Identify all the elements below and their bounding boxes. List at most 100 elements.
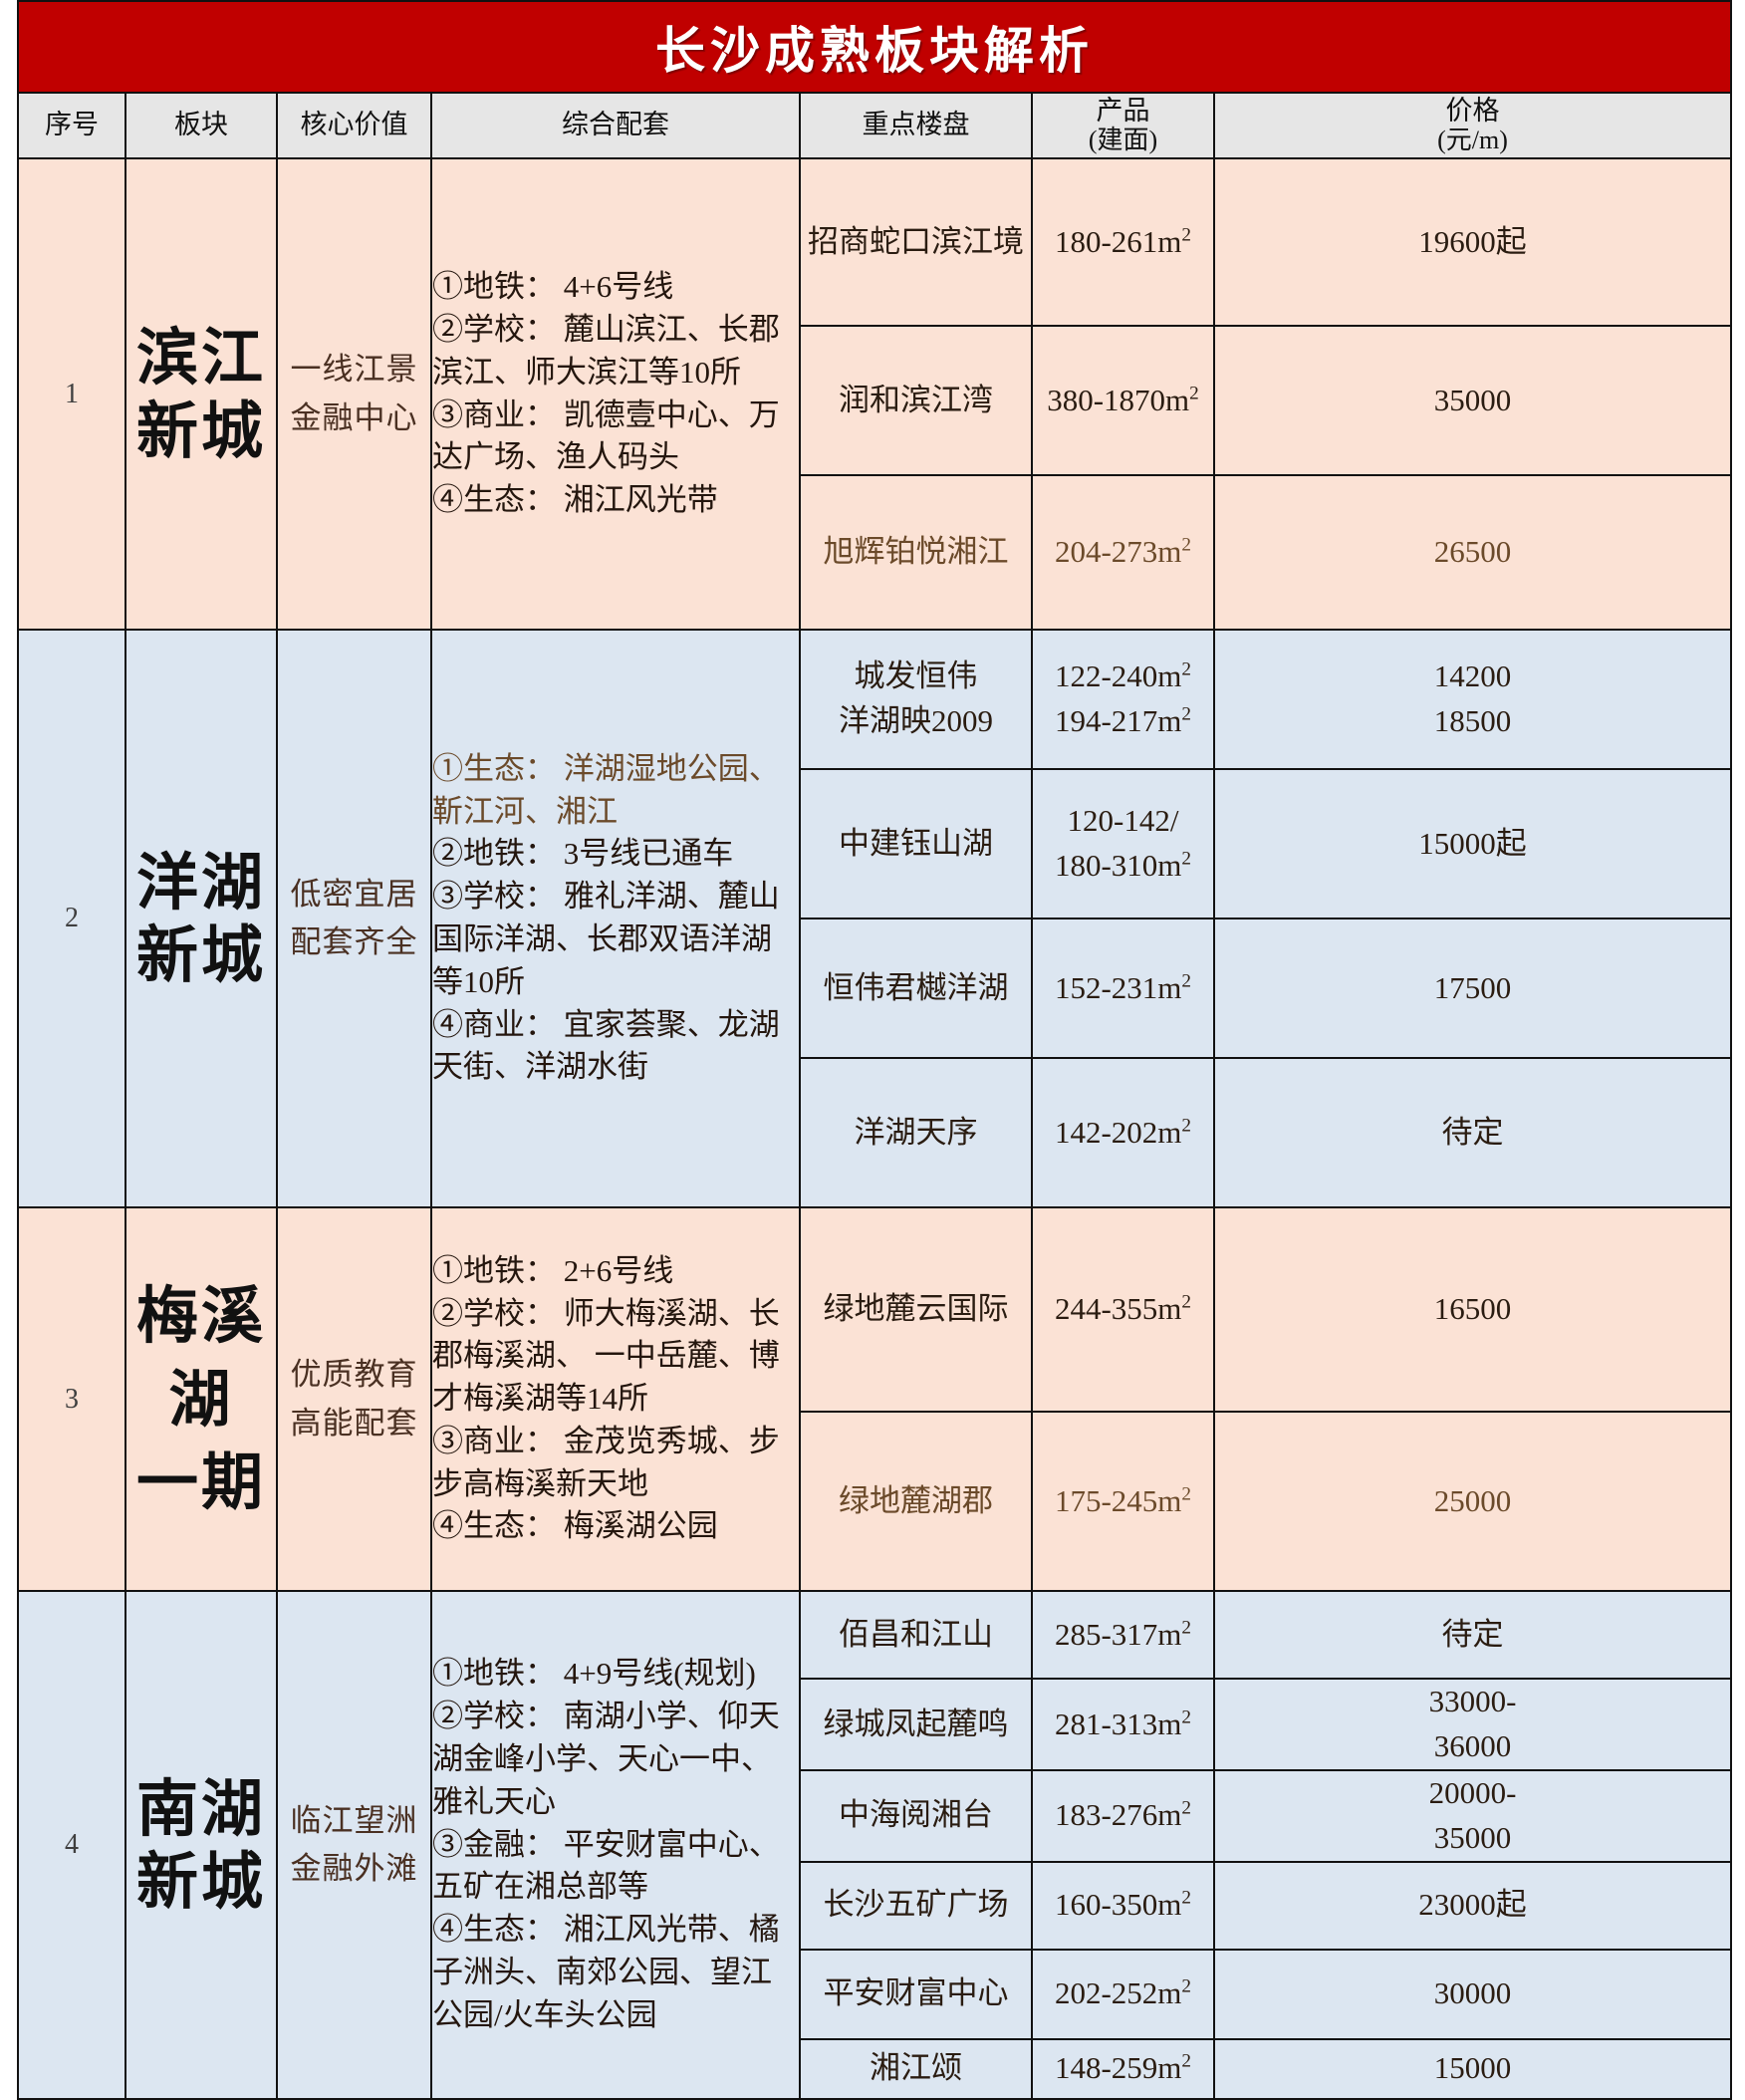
text-line: 194-217m2 xyxy=(1054,703,1192,738)
cell-project-name: 绿地麓云国际 xyxy=(799,1206,1033,1413)
text-line: 23000起 xyxy=(1418,1887,1527,1923)
text-line: 一期 xyxy=(135,1445,266,1519)
text-line: 新城 xyxy=(135,1844,266,1918)
text-line: 16500 xyxy=(1433,1291,1512,1327)
text-line: 中建钰山湖 xyxy=(839,825,993,861)
text-line: 绿地麓湖郡 xyxy=(839,1482,993,1518)
cell-price: 20000- 35000 xyxy=(1212,1769,1733,1863)
cell-core-value: 临江望洲 金融外滩 xyxy=(276,1590,432,2100)
col-header-price-main: 价格 xyxy=(1445,96,1500,127)
analysis-table: 长沙成熟板块解析 序号 板块 核心价值 综合配套 重点楼盘 产品 (建面) 价格… xyxy=(16,0,1733,2100)
cell-project-name: 平安财富中心 xyxy=(799,1948,1033,2040)
text-line: ②地铁： 3号线已通车 xyxy=(432,836,734,872)
text-line: ③商业： 金茂览秀城、步 xyxy=(432,1423,780,1458)
text-line: 15000 xyxy=(1433,2050,1512,2086)
cell-facilities: ①地铁： 2+6号线 ②学校： 师大梅溪湖、长 郡梅溪湖、 一中岳麓、博 才梅溪湖等1… xyxy=(430,1206,801,1592)
col-header-plate: 板块 xyxy=(125,92,278,159)
col-header-core-value: 核心价值 xyxy=(276,92,432,159)
text-line: 202-252m2 xyxy=(1054,1975,1192,2011)
text-line: 润和滨江湾 xyxy=(839,382,993,417)
text-line: 160-350m2 xyxy=(1054,1887,1192,1923)
text-line: 等10所 xyxy=(432,963,525,999)
text-line: 15000起 xyxy=(1418,825,1527,861)
cell-price: 17500 xyxy=(1212,918,1733,1059)
text-line: 长沙五矿广场 xyxy=(823,1887,1009,1923)
cell-project-name: 佰昌和江山 xyxy=(799,1590,1033,1680)
header-row: 序号 板块 核心价值 综合配套 重点楼盘 产品 (建面) 价格 (元/m) xyxy=(17,92,1733,159)
cell-product-area: 152-231m2 xyxy=(1031,918,1215,1059)
text-line: 恒伟君樾洋湖 xyxy=(823,969,1009,1005)
text-line: 新城 xyxy=(135,394,266,467)
cell-price: 待定 xyxy=(1212,1057,1733,1208)
cell-product-area: 285-317m2 xyxy=(1031,1590,1215,1680)
table-body: 长沙成熟板块解析 序号 板块 核心价值 综合配套 重点楼盘 产品 (建面) 价格… xyxy=(16,0,1733,2100)
text-line: 14200 xyxy=(1433,658,1512,694)
text-line: ④生态： 湘江风光带、橘 xyxy=(432,1912,780,1948)
cell-project-name: 招商蛇口滨江境 xyxy=(799,157,1033,327)
cell-index: 3 xyxy=(17,1206,126,1592)
text-line: 洋湖 xyxy=(135,845,266,919)
table-row: 旭辉铂悦湘江 204-273m2 26500 xyxy=(18,474,1733,631)
cell-facilities: ①地铁： 4+9号线(规划) ②学校： 南湖小学、仰天 湖金峰小学、天心一中、 雅礼天… xyxy=(430,1590,801,2100)
text-line: 380-1870m2 xyxy=(1047,382,1199,417)
text-line: 204-273m2 xyxy=(1054,534,1192,570)
text-line: 郡梅溪湖、 一中岳麓、博 xyxy=(432,1338,780,1374)
cell-price: 26500 xyxy=(1212,474,1733,631)
title-row: 长沙成熟板块解析 xyxy=(16,0,1733,94)
cell-project-name: 中建钰山湖 xyxy=(799,768,1033,919)
text-line: ①生态： 洋湖湿地公园、 xyxy=(432,750,780,786)
text-line: 281-313m2 xyxy=(1054,1706,1192,1741)
text-line: 30000 xyxy=(1433,1975,1512,2011)
text-line: ③商业： 凯德壹中心、万 xyxy=(432,396,780,432)
col-header-index: 序号 xyxy=(17,92,126,159)
text-line: 临江望洲 xyxy=(290,1802,418,1838)
cell-price: 15000 xyxy=(1212,2037,1733,2100)
cell-project-name: 旭辉铂悦湘江 xyxy=(799,474,1033,631)
text-line: 待定 xyxy=(1441,1114,1504,1150)
text-line: 洋湖映2009 xyxy=(839,703,993,738)
cell-product-area: 281-313m2 xyxy=(1031,1678,1215,1771)
text-line: 南湖 xyxy=(135,1771,266,1845)
cell-project-name: 洋湖天序 xyxy=(799,1057,1033,1208)
text-line: 26500 xyxy=(1433,534,1512,570)
table-row: 润和滨江湾 380-1870m2 35000 xyxy=(18,325,1733,476)
table-row: 3 梅溪湖一期 优质教育 高能配套 ①地铁： 2+6号线 ②学校： 师大梅溪湖、长 郡梅溪湖… xyxy=(17,1206,1733,1592)
cell-price: 33000- 36000 xyxy=(1212,1678,1733,1771)
text-line: 旭辉铂悦湘江 xyxy=(823,534,1009,570)
cell-plate-name: 南湖 新城 xyxy=(125,1590,278,2100)
cell-product-area: 122-240m2 194-217m2 xyxy=(1031,629,1215,770)
text-line: 子洲头、南郊公园、望江 xyxy=(432,1954,772,1989)
col-header-price: 价格 (元/m) xyxy=(1212,92,1733,159)
cell-product-area: 202-252m2 xyxy=(1031,1948,1215,2040)
text-line: 招商蛇口滨江境 xyxy=(808,223,1024,259)
text-line: ①地铁： 2+6号线 xyxy=(432,1252,674,1288)
text-line: 优质教育 xyxy=(290,1357,418,1393)
text-line: ③金融： 平安财富中心、 xyxy=(432,1826,780,1862)
text-line: 才梅溪湖等14所 xyxy=(432,1381,648,1417)
text-line: 绿城凤起麓鸣 xyxy=(823,1706,1009,1741)
text-line: 180-310m2 xyxy=(1054,848,1192,883)
text-line: 国际洋湖、长郡双语洋湖 xyxy=(432,921,772,956)
cell-price: 23000起 xyxy=(1212,1860,1733,1951)
cell-core-value: 优质教育 高能配套 xyxy=(276,1206,432,1592)
text-line: 33000- xyxy=(1428,1684,1517,1719)
cell-project-name: 城发恒伟 洋湖映2009 xyxy=(799,629,1033,770)
text-line: 122-240m2 xyxy=(1054,658,1192,694)
text-line: 新城 xyxy=(135,919,266,991)
text-line: 183-276m2 xyxy=(1054,1797,1192,1833)
table-row: 4 南湖 新城 临江望洲 金融外滩 ①地铁： 4+9号线(规划) ②学校： 南湖小学、仰天湖… xyxy=(17,1590,1733,2100)
text-line: 平安财富中心 xyxy=(823,1975,1009,2011)
text-line: 148-259m2 xyxy=(1054,2050,1192,2086)
text-line: 五矿在湘总部等 xyxy=(432,1869,648,1905)
text-line: 待定 xyxy=(1441,1616,1504,1652)
text-line: ④商业： 宜家荟聚、龙湖 xyxy=(432,1006,780,1042)
cell-price: 14200 18500 xyxy=(1212,629,1733,770)
text-line: ①地铁： 4+9号线(规划) xyxy=(432,1656,756,1692)
text-line: 中海阅湘台 xyxy=(839,1797,993,1833)
text-line: 湖金峰小学、天心一中、 xyxy=(432,1741,772,1777)
cell-product-area: 142-202m2 xyxy=(1031,1057,1215,1208)
text-line: 公园/火车头公园 xyxy=(432,1996,657,2032)
cell-project-name: 恒伟君樾洋湖 xyxy=(799,918,1033,1059)
cell-price: 30000 xyxy=(1212,1948,1733,2040)
text-line: 滨江、师大滨江等10所 xyxy=(432,354,741,390)
